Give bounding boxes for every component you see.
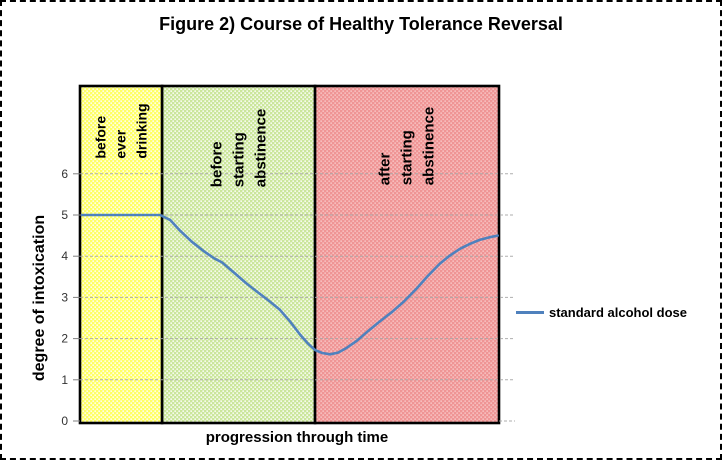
region-band-2 — [313, 84, 501, 425]
legend-line-swatch — [516, 311, 544, 314]
region-band-1 — [160, 84, 317, 425]
series-line-standard-alcohol-dose — [80, 213, 500, 356]
gridlines — [80, 173, 515, 422]
region-label-after-starting-abstinence: after starting abstinence — [376, 106, 437, 186]
y-tick-label: 2 — [61, 332, 68, 346]
region-label-before-starting-abstinence: before starting abstinence — [207, 108, 269, 188]
y-tick-label: 4 — [61, 249, 68, 263]
y-tick-label: 0 — [61, 414, 68, 428]
chart-title: Figure 2) Course of Healthy Tolerance Re… — [159, 14, 563, 34]
y-tick-label: 3 — [61, 290, 68, 304]
region-label-before-ever-drinking: before ever drinking — [92, 103, 150, 159]
x-axis-title: progression through time — [205, 429, 389, 446]
legend-label: standard alcohol dose — [549, 305, 687, 320]
y-tick-label: 6 — [61, 167, 68, 181]
y-axis-ticks — [73, 173, 80, 422]
y-tick-label: 1 — [61, 373, 68, 387]
y-tick-label: 5 — [61, 208, 68, 222]
legend: standard alcohol dose — [516, 305, 687, 320]
